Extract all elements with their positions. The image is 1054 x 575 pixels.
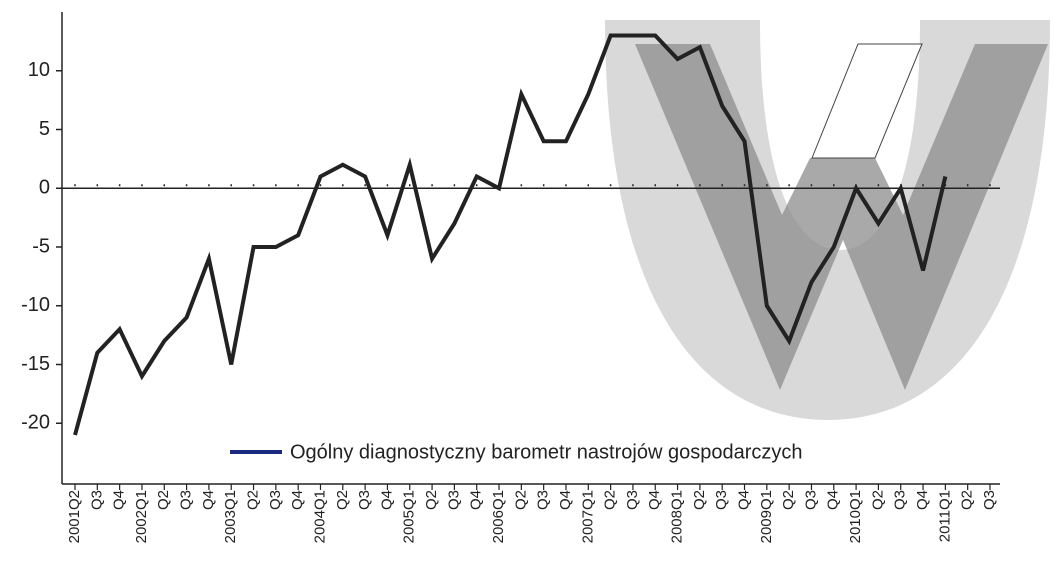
x-tick-label: 2002Q1 [133, 490, 150, 543]
x-tick-label: 2007Q1 [579, 490, 596, 543]
x-tick-label: Q3 [88, 490, 105, 510]
x-tick-label: Q2 [512, 490, 529, 510]
x-tick-label: 2008Q1 [669, 490, 686, 543]
x-tick-label: Q3 [713, 490, 730, 510]
x-tick-label: Q2 [423, 490, 440, 510]
legend-label: Ogólny diagnostyczny barometr nastrojów … [290, 441, 802, 463]
x-tick-label: Q3 [892, 490, 909, 510]
x-tick-label: Q4 [111, 490, 128, 510]
x-tick-label: 2006Q1 [490, 490, 507, 543]
x-tick-label: Q4 [646, 490, 663, 510]
x-tick-label: Q3 [267, 490, 284, 510]
y-tick-label: 10 [28, 59, 50, 81]
x-tick-label: Q3 [178, 490, 195, 510]
x-tick-label: Q4 [289, 490, 306, 510]
data-line [73, 33, 948, 436]
x-tick-label: Q3 [535, 490, 552, 510]
x-tick-label: 2010Q1 [847, 490, 864, 543]
x-tick-label: Q4 [468, 490, 485, 510]
x-tick-label: Q2 [155, 490, 172, 510]
x-tick-label: Q4 [735, 490, 752, 510]
x-tick-label: Q3 [802, 490, 819, 510]
x-tick-label: Q2 [869, 490, 886, 510]
x-tick-label: Q3 [445, 490, 462, 510]
y-tick-label: 5 [39, 118, 50, 140]
x-tick-label: Q4 [914, 490, 931, 510]
x-tick-label: Q4 [825, 490, 842, 510]
x-tick-label: 2009Q1 [758, 490, 775, 543]
x-tick-label: 2005Q1 [401, 490, 418, 543]
y-tick-label: -20 [21, 412, 50, 434]
x-tick-label: 2003Q1 [222, 490, 239, 543]
x-tick-label: 2001Q2 [66, 490, 83, 543]
x-tick-label: Q2 [959, 490, 976, 510]
x-tick-label: Q4 [200, 490, 217, 510]
x-tick-label: Q2 [691, 490, 708, 510]
x-tick-label: Q3 [356, 490, 373, 510]
x-tick-label: 2011Q1 [936, 490, 953, 542]
x-tick-label: Q3 [981, 490, 998, 510]
x-tick-label: Q2 [245, 490, 262, 510]
x-tick-label: Q2 [602, 490, 619, 510]
x-tick-label: 2004Q1 [311, 490, 328, 543]
background-logo [605, 20, 1050, 420]
y-tick-label: -5 [32, 235, 50, 257]
y-tick-label: -15 [21, 353, 50, 375]
x-tick-label: Q4 [557, 490, 574, 510]
x-tick-label: Q4 [378, 490, 395, 510]
x-tick-label: Q2 [334, 490, 351, 510]
x-tick-label: Q3 [624, 490, 641, 510]
x-tick-label: Q2 [780, 490, 797, 510]
y-tick-label: 0 [39, 177, 50, 199]
y-tick-label: -10 [21, 294, 50, 316]
